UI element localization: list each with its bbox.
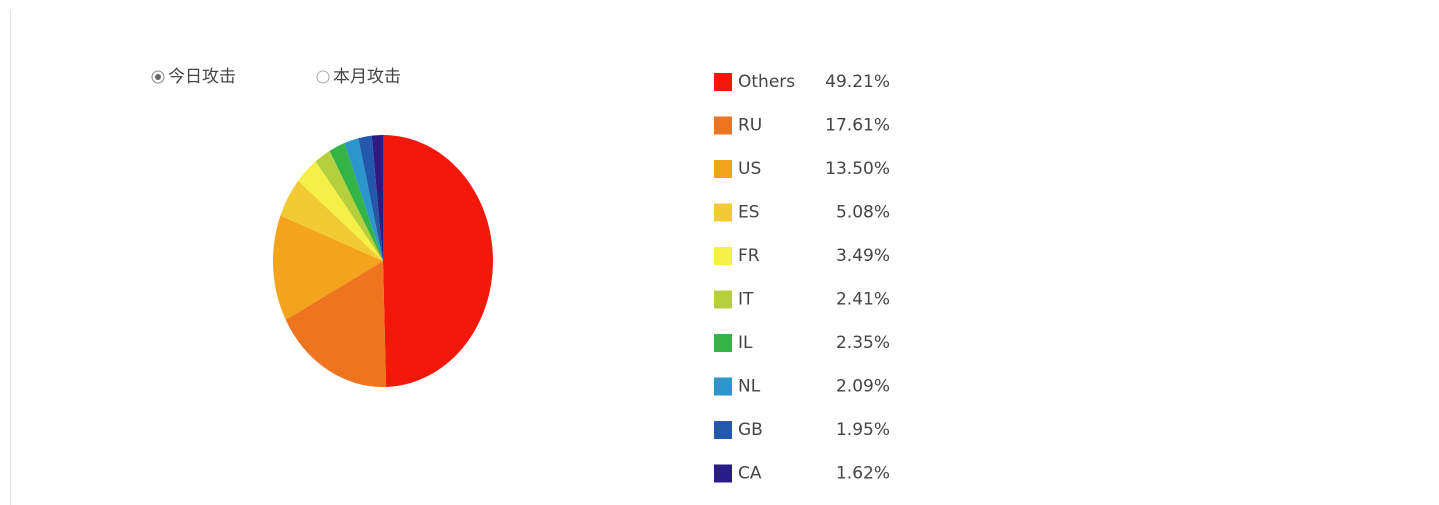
pie-slice [285, 261, 387, 387]
legend-label: IT [738, 290, 754, 310]
legend-value: 2.35% [836, 333, 890, 353]
legend-swatch [714, 203, 732, 222]
legend-swatch [714, 421, 732, 439]
legend-swatch [714, 377, 732, 396]
legend-swatch [714, 160, 732, 178]
legend-value: 2.41% [836, 290, 890, 310]
legend-value: 3.49% [836, 246, 890, 266]
option[interactable]: 本月攻击 [316, 67, 401, 87]
option-label[interactable]: 今日攻击 [168, 67, 236, 87]
pie-slice [371, 135, 383, 261]
legend-value: 49.21% [825, 72, 890, 92]
pie-slice [383, 135, 494, 387]
legend-swatch [714, 73, 732, 91]
legend-label: RU [738, 116, 762, 136]
legend-label: IL [738, 333, 753, 353]
radio-dot [155, 74, 161, 80]
option[interactable]: 今日攻击 [151, 67, 236, 87]
pie-slice [358, 135, 383, 261]
legend-swatch [714, 290, 732, 309]
legend-value: 1.95% [836, 420, 890, 440]
pie-slice [329, 142, 383, 261]
option-label[interactable]: 本月攻击 [333, 67, 401, 87]
pie-slice [273, 215, 383, 320]
pie-slice [315, 150, 383, 261]
legend-label: ES [738, 203, 760, 223]
radio[interactable] [316, 70, 330, 84]
legend-swatch [714, 247, 732, 265]
legend-swatch [714, 116, 732, 135]
legend-label: CA [738, 464, 762, 484]
legend-label: US [738, 159, 761, 179]
pie-slice [344, 138, 383, 261]
legend-label: NL [738, 377, 761, 397]
legend-value: 1.62% [836, 464, 890, 484]
legend-value: 5.08% [836, 203, 890, 223]
pie-slice [280, 180, 383, 261]
legend-label: GB [738, 420, 763, 440]
legend-value: 2.09% [836, 377, 890, 397]
legend-label: Others [738, 72, 795, 92]
legend-swatch [714, 464, 732, 483]
pie-slice [298, 161, 383, 261]
legend-swatch [714, 334, 732, 352]
legend-value: 17.61% [825, 116, 890, 136]
legend-value: 13.50% [825, 159, 890, 179]
legend-label: FR [738, 246, 760, 266]
